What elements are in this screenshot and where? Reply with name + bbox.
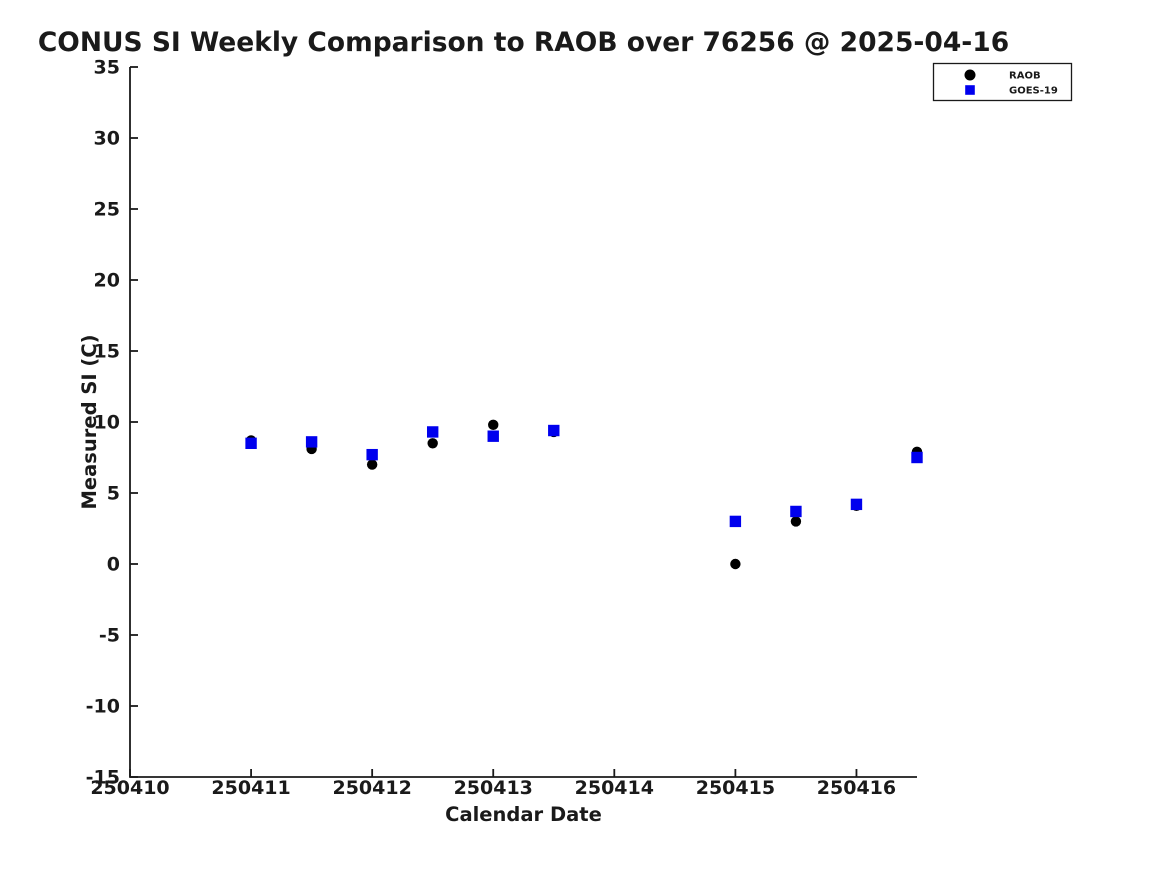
- goes-19-marker: [790, 505, 802, 518]
- goes-19-marker: [729, 515, 742, 528]
- legend-box: [932, 62, 1073, 102]
- raob-marker: [730, 558, 741, 570]
- chart-title: CONUS SI Weekly Comparison to RAOB over …: [38, 27, 1009, 58]
- y-tick-label: 15: [94, 341, 120, 363]
- data-points: [245, 419, 923, 570]
- y-tick-label: 0: [107, 554, 120, 576]
- y-tick-label: -15: [86, 767, 120, 789]
- goes-19-marker: [911, 451, 923, 464]
- raob-marker: [488, 419, 499, 431]
- x-tick-label: 250413: [454, 777, 533, 799]
- goes-19-marker: [487, 430, 499, 442]
- y-tick-label: 20: [94, 270, 120, 292]
- goes-19-marker: [426, 426, 439, 438]
- x-tick-label: 250414: [575, 777, 654, 799]
- raob-marker: [366, 459, 378, 470]
- goes-19-marker: [305, 436, 318, 448]
- x-tick-label: 250411: [211, 777, 290, 799]
- legend-label-goes-19: GOES-19: [1009, 86, 1058, 97]
- y-tick-label: 30: [94, 128, 120, 150]
- legend-marker-goes-19-icon: [965, 85, 975, 95]
- x-tick-label: 250415: [696, 777, 775, 799]
- goes-19-marker: [850, 498, 863, 511]
- goes-19-marker: [548, 424, 560, 437]
- x-axis-label: Calendar Date: [445, 803, 602, 826]
- y-axis-label: Measured SI (C): [78, 334, 101, 509]
- legend-label-raob: RAOB: [1009, 71, 1041, 82]
- goes-19-marker: [245, 437, 257, 449]
- legend-marker-raob-icon: [964, 69, 976, 81]
- x-tick-label: 250412: [332, 777, 411, 799]
- y-tick-label: -10: [86, 696, 120, 718]
- legend: RAOB GOES-19: [932, 62, 1073, 102]
- goes-19-marker: [366, 448, 378, 461]
- x-tick-label: 250416: [817, 777, 896, 799]
- y-tick-label: 25: [94, 199, 120, 221]
- axis-spines: [129, 67, 917, 778]
- y-tick-label: 35: [94, 57, 120, 79]
- y-tick-label: -5: [99, 625, 120, 647]
- raob-marker: [427, 438, 438, 449]
- y-tick-label: 10: [94, 412, 120, 434]
- raob-marker: [790, 516, 802, 527]
- x-tick-label: 250410: [90, 777, 169, 799]
- axes: 250410 250411 250412 250413 250414 250415 2504…: [86, 57, 917, 799]
- y-tick-label: 5: [107, 483, 120, 505]
